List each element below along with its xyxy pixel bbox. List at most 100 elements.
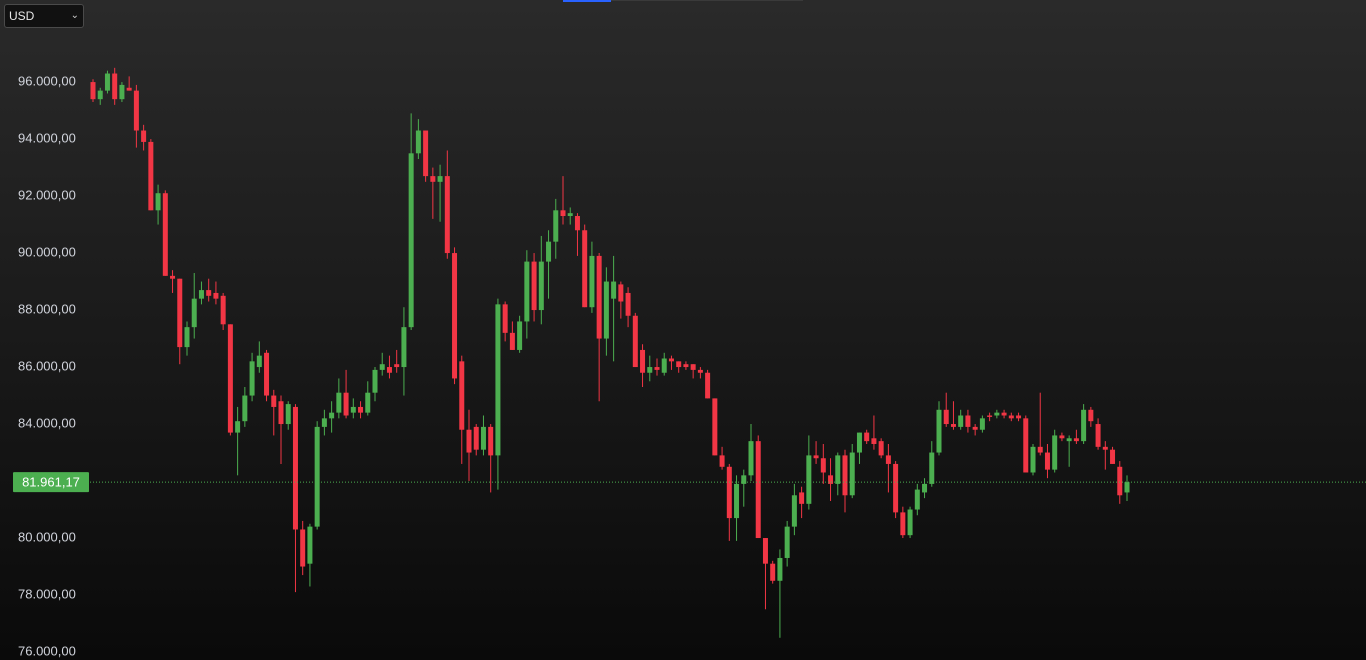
candle-body	[126, 87, 132, 91]
y-tick-label: 86.000,00	[18, 358, 76, 373]
candle-body	[97, 90, 103, 100]
candle-body	[1073, 438, 1079, 442]
candle-body	[155, 193, 161, 211]
candle-body	[676, 361, 682, 368]
candle-body	[654, 367, 660, 370]
candle-body	[386, 367, 392, 373]
candle-body	[524, 261, 530, 322]
candle-body	[162, 193, 168, 276]
candle-body	[198, 290, 204, 299]
candle-body	[104, 73, 110, 91]
last-price-box	[13, 472, 89, 493]
candle-body	[734, 483, 740, 519]
candle-body	[987, 415, 993, 417]
candle-body	[900, 512, 906, 536]
candle-body	[784, 526, 790, 558]
candle-body	[603, 281, 609, 339]
candle-body	[770, 563, 776, 581]
candle-body	[885, 455, 891, 464]
candle-body	[907, 509, 913, 536]
candle-body	[473, 426, 479, 450]
candle-body	[300, 529, 306, 567]
candle-body	[979, 418, 985, 430]
candle-body	[444, 176, 450, 254]
candle-body	[1008, 415, 1014, 419]
candle-body	[184, 327, 190, 348]
candle-body	[133, 90, 139, 131]
candle-body	[929, 452, 935, 484]
candle-body	[437, 176, 443, 182]
candle-body	[170, 275, 176, 279]
y-tick-label: 78.000,00	[18, 586, 76, 601]
candle-body	[220, 295, 226, 325]
candle-body	[1088, 409, 1094, 422]
candle-body	[213, 292, 219, 299]
candle-body	[480, 426, 486, 450]
active-tab	[563, 0, 611, 2]
candle-body	[1102, 446, 1108, 450]
candle-body	[90, 82, 96, 100]
candle-body	[683, 364, 689, 368]
candle-body	[611, 281, 617, 299]
candle-body	[227, 324, 233, 433]
candle-body	[1124, 482, 1130, 493]
candle-body	[950, 424, 956, 427]
candle-body	[466, 429, 472, 453]
y-tick-label: 90.000,00	[18, 244, 76, 259]
candle-body	[589, 255, 595, 308]
candle-body	[777, 557, 783, 581]
candle-body	[849, 452, 855, 496]
currency-select[interactable]: USD ⌄	[4, 4, 84, 28]
y-tick-label: 88.000,00	[18, 301, 76, 316]
candle-body	[647, 367, 653, 373]
candle-body	[292, 406, 298, 530]
candle-body	[1030, 446, 1036, 473]
candle-body	[755, 441, 761, 539]
candle-body	[329, 412, 335, 419]
candle-body	[842, 455, 848, 496]
candle-body	[856, 432, 862, 453]
candle-body	[408, 153, 414, 328]
candle-body	[690, 364, 696, 370]
candle-body	[249, 361, 255, 396]
candle-body	[705, 372, 711, 399]
candle-body	[1095, 424, 1101, 447]
candle-body	[1037, 446, 1043, 453]
candle-body	[112, 73, 118, 100]
candle-body	[864, 432, 870, 442]
candle-body	[358, 406, 364, 413]
candle-body	[546, 241, 552, 262]
candle-body	[596, 255, 602, 339]
candle-body	[264, 352, 270, 396]
candle-body	[922, 483, 928, 493]
candle-body	[1016, 415, 1022, 419]
candle-body	[697, 369, 703, 373]
candle-body	[748, 441, 754, 476]
candle-body	[307, 526, 313, 564]
candle-body	[415, 130, 421, 154]
candle-body	[394, 364, 400, 368]
candle-body	[799, 492, 805, 504]
candle-body	[958, 415, 964, 427]
candle-body	[828, 475, 834, 484]
candle-body	[271, 395, 277, 407]
candle-body	[365, 392, 371, 413]
candle-body	[538, 261, 544, 311]
currency-text: USD	[9, 9, 35, 23]
candle-body	[553, 210, 559, 242]
candle-body	[661, 358, 667, 373]
candle-body	[517, 321, 523, 350]
tab-indicator	[563, 0, 803, 2]
candle-body	[668, 358, 674, 362]
candle-body	[914, 489, 920, 510]
candle-body	[806, 455, 812, 504]
candle-body	[994, 412, 1000, 416]
candle-body	[372, 369, 378, 393]
candle-body	[314, 426, 320, 527]
candle-body	[640, 349, 646, 373]
candle-body	[502, 304, 508, 333]
candle-body	[741, 475, 747, 484]
candle-body	[820, 458, 826, 473]
